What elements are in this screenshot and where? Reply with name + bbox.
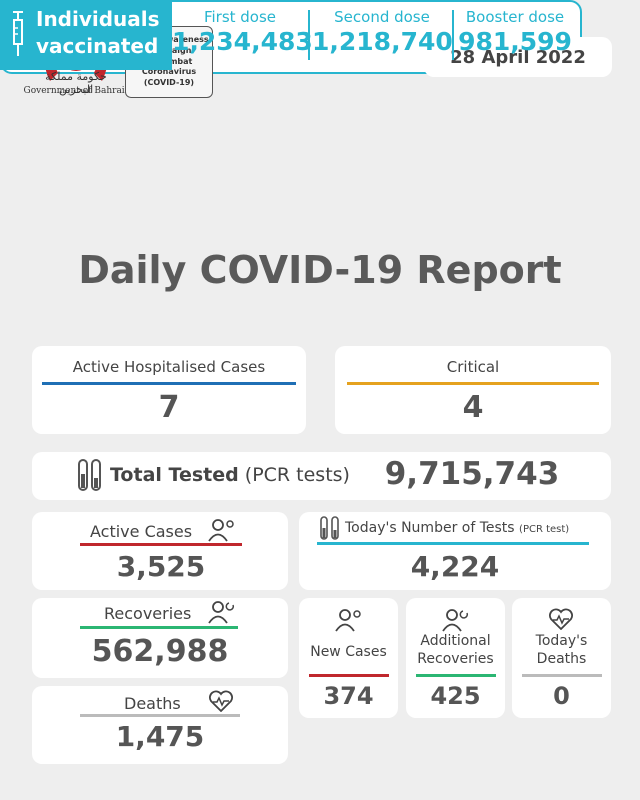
todays-tests-value: 4,224 [410,550,500,583]
booster-dose-value: 981,599 [458,27,572,56]
critical-label: Critical [446,358,500,376]
divider [308,10,310,60]
first-dose-label: First dose [203,8,277,26]
todays-tests-sub: (PCR test) [519,524,570,535]
government-name: Government of Bahrain [23,86,131,96]
deaths-card: Deaths 1,475 [32,686,288,764]
government-arabic-name: حكومة مملكة البحرين [45,70,107,96]
person-virus-icon [335,609,361,632]
vaccination-banner: Individuals vaccinated First dose 1,234,… [0,0,582,74]
booster-dose-label: Booster dose [465,8,565,26]
heart-pulse-icon [209,690,233,712]
booster-dose: Booster dose 981,599 [456,0,574,70]
hospitalised-value: 7 [158,390,180,425]
orange-underline [347,382,599,385]
active-cases-card: Active Cases 3,525 [32,512,288,590]
additional-recoveries-label-line1: Additional [420,633,491,649]
additional-recoveries-card: Additional Recoveries 425 [406,598,505,718]
recoveries-label: Recoveries [104,604,192,623]
vaccination-title-block: Individuals vaccinated [0,0,172,70]
report-date: 28 April 2022 [424,37,612,77]
total-tested-value: 9,715,743 [384,456,560,492]
campaign-line: (COVID-19) [143,78,195,88]
recoveries-value: 562,988 [91,634,229,669]
blue-underline [42,382,296,385]
active-cases-value: 3,525 [116,550,206,583]
second-dose: Second dose 1,218,740 [312,0,453,70]
syringe-icon [13,11,23,56]
second-dose-label: Second dose [334,8,430,26]
second-dose-value: 1,218,740 [312,27,453,56]
additional-recoveries-label-line2: Recoveries [417,651,494,667]
test-tubes-icon [320,516,339,540]
first-dose: First dose 1,234,483 [172,0,313,70]
total-tested-sub: (PCR tests) [244,464,350,486]
active-cases-label: Active Cases [90,522,193,541]
vaccination-title-line1: Individuals [36,7,160,31]
test-tubes-icon [78,459,101,491]
divider [452,10,454,60]
red-underline [309,674,389,677]
deaths-value: 1,475 [115,720,205,753]
grey-underline [80,714,240,717]
new-cases-card: New Cases 374 [299,598,398,718]
person-virus-icon [208,519,234,542]
todays-deaths-card: Today's Deaths 0 [512,598,611,718]
grey-underline [522,674,602,677]
green-underline [80,626,238,629]
todays-deaths-label-line2: Deaths [536,651,587,667]
campaign-line: Coronavirus [141,67,197,77]
new-cases-label: New Cases [310,644,387,660]
vaccination-title-line2: vaccinated [36,34,159,58]
report-title: Daily COVID-19 Report [78,248,562,292]
deaths-label: Deaths [124,694,181,713]
red-underline [80,543,242,546]
person-recovery-icon [442,609,469,632]
hospitalised-label: Active Hospitalised Cases [72,358,266,376]
todays-deaths-value: 0 [553,682,570,710]
total-tested-label: Total Tested [110,464,239,486]
todays-tests-label: Today's Number of Tests [345,520,515,536]
todays-tests-card: Today's Number of Tests (PCR test) 4,224 [299,512,611,590]
additional-recoveries-value: 425 [430,682,481,710]
green-underline [416,674,496,677]
first-dose-value: 1,234,483 [172,27,313,56]
new-cases-value: 374 [323,682,374,710]
teal-underline [317,542,589,545]
person-recovery-icon [208,601,235,624]
heart-pulse-icon [549,608,573,630]
critical-card: Critical 4 [335,346,611,434]
critical-value: 4 [462,390,484,425]
hospitalised-card: Active Hospitalised Cases 7 [32,346,306,434]
recoveries-card: Recoveries 562,988 [32,598,288,678]
total-tested-card: Total Tested (PCR tests) 9,715,743 [32,452,611,500]
todays-deaths-label-line1: Today's [535,633,588,649]
